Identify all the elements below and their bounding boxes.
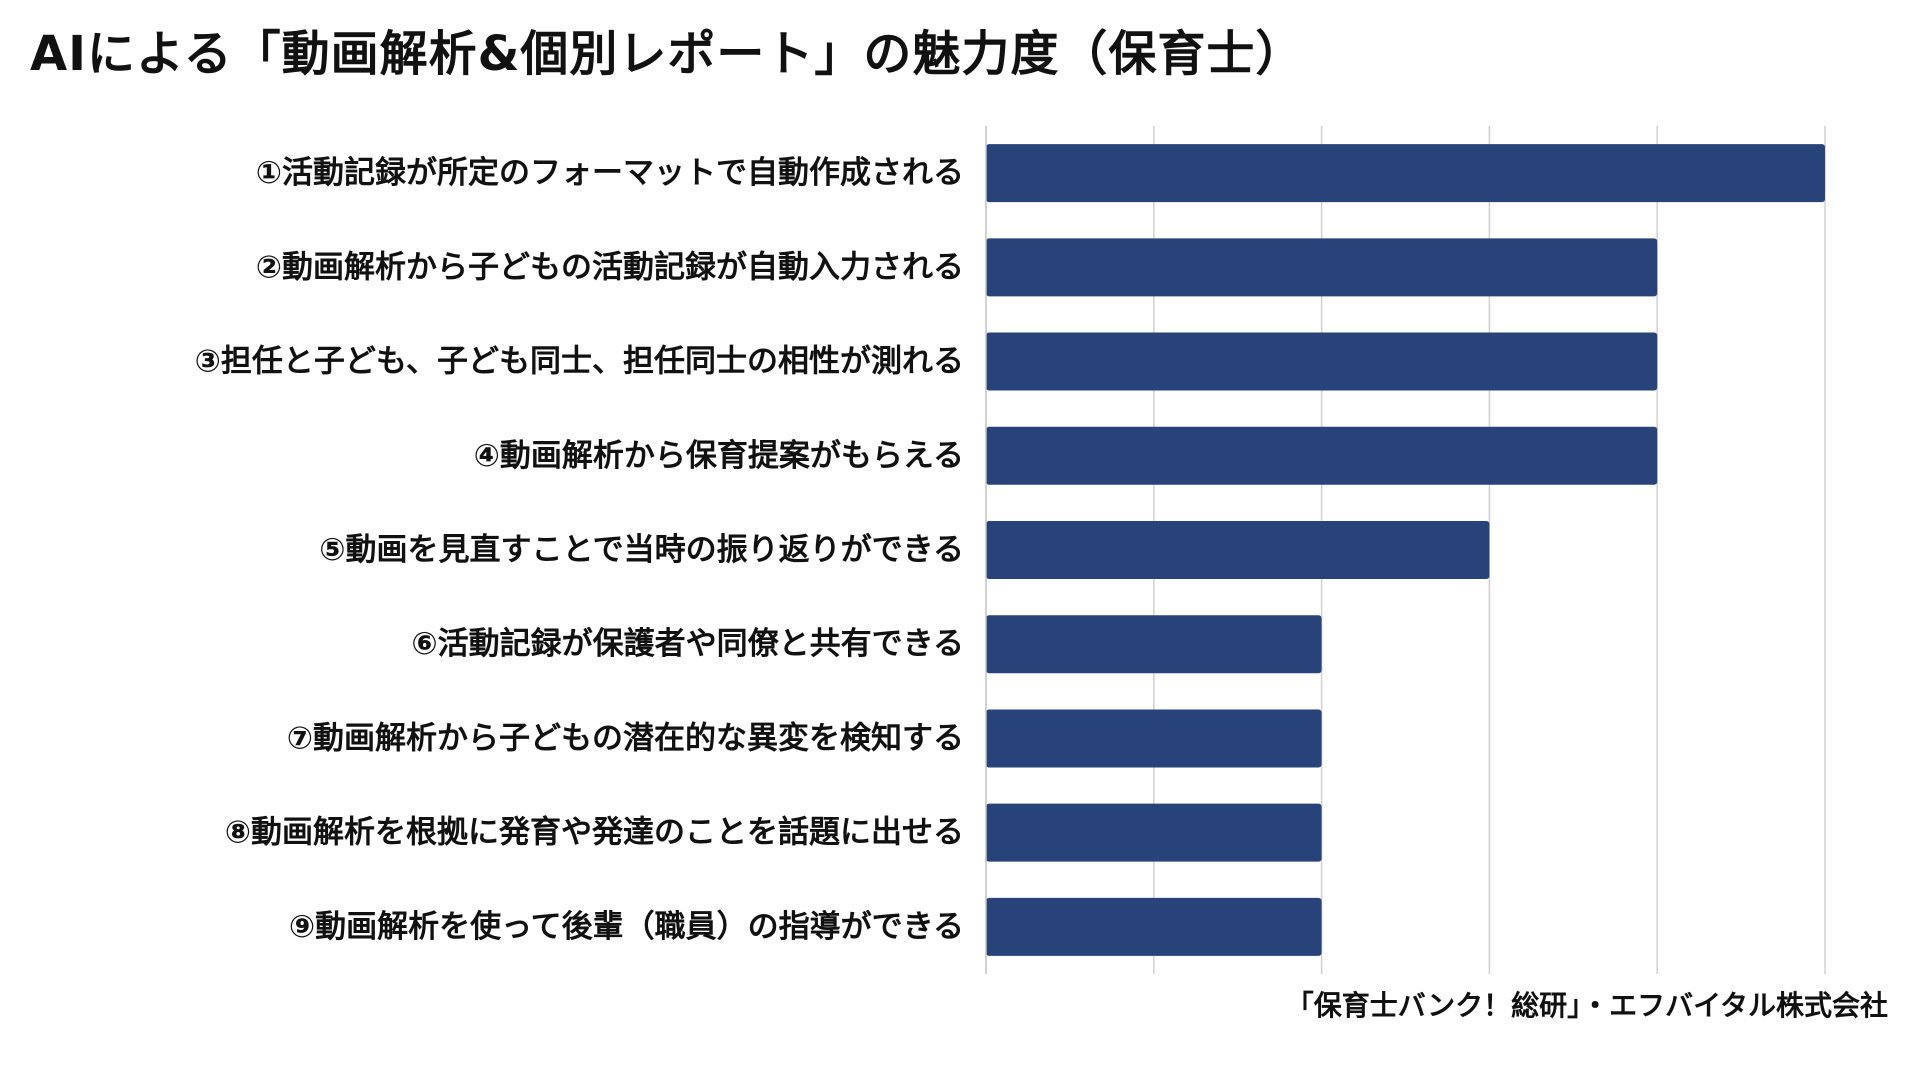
category-label: ⑦動画解析から子どもの潜在的な異変を検知する xyxy=(287,720,964,756)
bar xyxy=(986,897,1322,956)
category-label: ②動画解析から子どもの活動記録が自動入力される xyxy=(256,249,964,285)
bar xyxy=(986,426,1658,485)
bar xyxy=(986,521,1490,579)
category-label: ③担任と子ども、子ども同士、担任同士の相性が測れる xyxy=(195,344,964,380)
category-labels: ①活動記録が所定のフォーマットで自動作成される ②動画解析から子どもの活動記録が自… xyxy=(195,155,964,945)
bar xyxy=(986,332,1658,391)
category-label: ⑥活動記録が保護者や同僚と共有できる xyxy=(411,626,964,662)
bars xyxy=(986,144,1825,956)
category-label: ④動画解析から保育提案がもらえる xyxy=(474,438,964,474)
bar xyxy=(986,709,1322,768)
bar xyxy=(986,144,1825,203)
category-label: ⑧動画解析を根拠に発育や発達のことを話題に出せる xyxy=(225,815,964,851)
category-label: ⑤動画を見直すことで当時の振り返りができる xyxy=(319,532,964,568)
source-credit: 「保育士バンク！総研」・エフバイタル株式会社 xyxy=(1285,989,1888,1022)
bar xyxy=(986,615,1322,674)
bar xyxy=(986,803,1322,862)
chart-title: AIによる「動画解析&個別レポート」の魅力度（保育士） xyxy=(30,26,1305,82)
category-label: ①活動記録が所定のフォーマットで自動作成される xyxy=(256,155,964,191)
category-label: ⑨動画解析を使って後輩（職員）の指導ができる xyxy=(289,909,964,945)
bar xyxy=(986,238,1658,297)
